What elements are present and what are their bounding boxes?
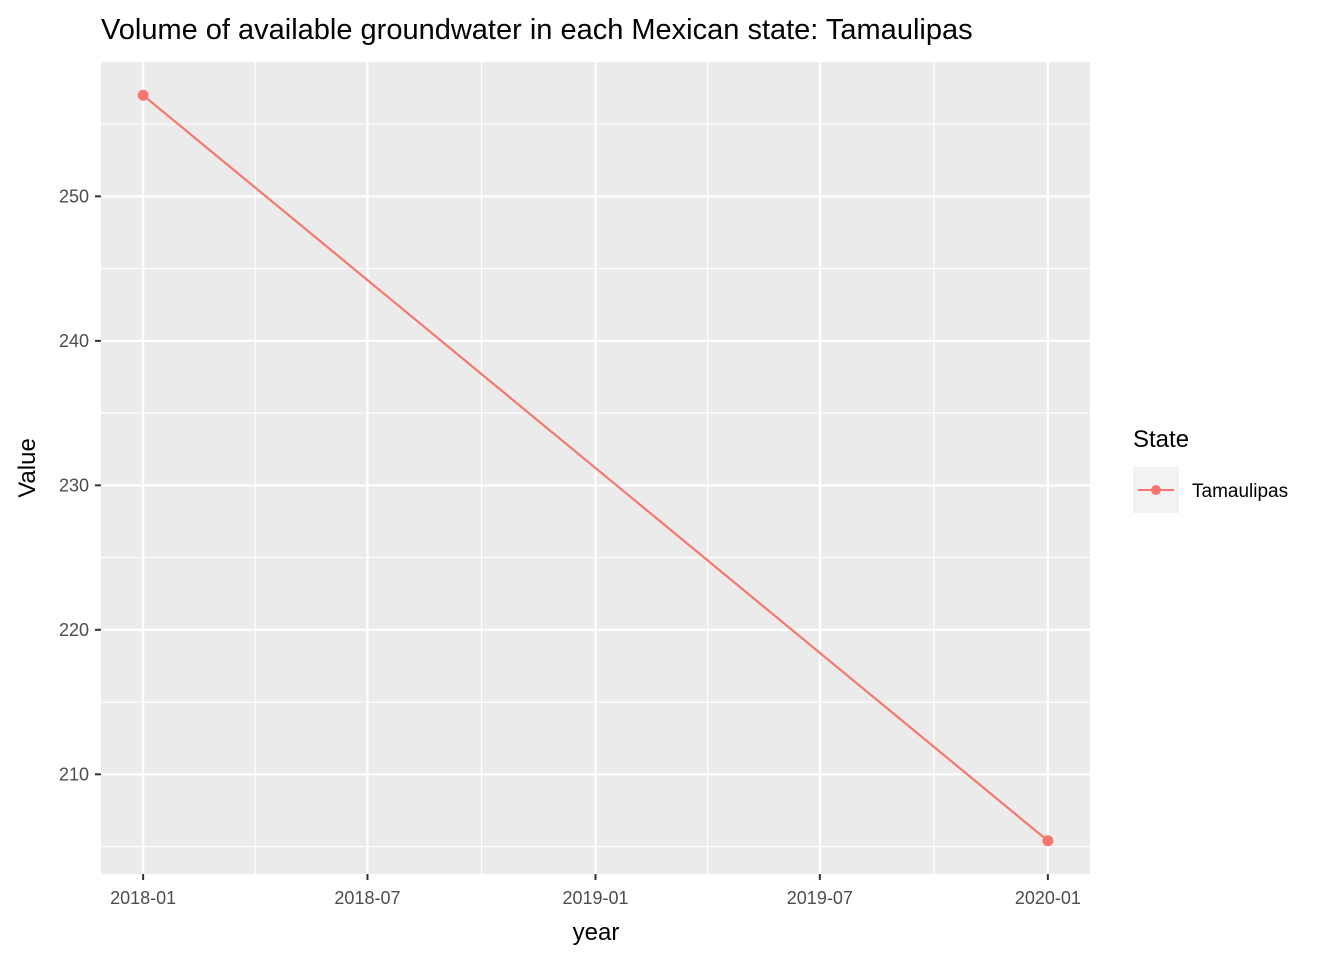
x-tick-label: 2018-07 [334,888,400,908]
legend-entry-tamaulipas: Tamaulipas [1192,481,1288,502]
legend-title: State [1133,426,1189,453]
legend: State Tamaulipas [1133,426,1288,513]
x-tick-label: 2019-07 [787,888,853,908]
y-axis: 210 220 230 240 250 [59,186,101,784]
y-tick-label: 250 [59,186,89,206]
data-point [1042,835,1054,847]
y-tick-label: 210 [59,764,89,784]
y-axis-title: Value [14,438,41,498]
y-tick-label: 230 [59,475,89,495]
x-axis: 2018-01 2018-07 2019-01 2019-07 2020-01 [110,874,1081,908]
x-tick-label: 2018-01 [110,888,176,908]
x-tick-label: 2020-01 [1015,888,1081,908]
series-layer [137,89,1054,847]
legend-key-point [1151,485,1161,495]
y-tick-label: 220 [59,620,89,640]
grid-major [101,62,1090,874]
x-axis-title: year [573,919,620,946]
series-line [142,94,1049,842]
y-tick-label: 240 [59,331,89,351]
data-point [137,89,149,101]
x-tick-label: 2019-01 [562,888,628,908]
chart-title: Volume of available groundwater in each … [101,14,973,46]
